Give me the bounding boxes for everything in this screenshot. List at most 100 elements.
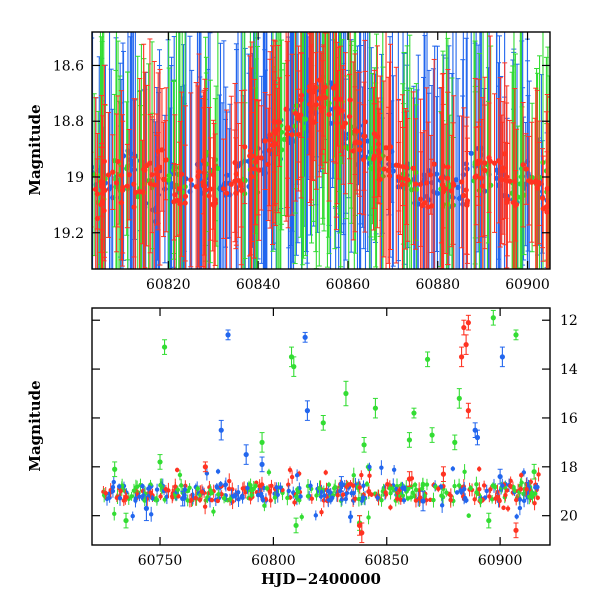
data-point xyxy=(284,124,291,130)
band-point xyxy=(472,497,477,502)
band-point xyxy=(121,498,127,503)
band-point xyxy=(488,487,493,492)
x-axis-label: HJD−2400000 xyxy=(261,570,381,588)
band-point xyxy=(117,496,123,501)
band-point xyxy=(431,497,436,503)
band-point xyxy=(340,492,346,497)
band-point xyxy=(221,496,227,501)
data-point xyxy=(302,116,309,122)
band-point xyxy=(489,497,495,502)
band-point xyxy=(314,493,319,498)
data-point xyxy=(473,173,479,179)
data-point xyxy=(434,171,440,177)
data-point xyxy=(463,187,469,193)
band-point xyxy=(148,512,154,517)
band-point xyxy=(356,496,362,502)
band-point xyxy=(147,485,152,490)
data-point xyxy=(113,180,120,186)
data-point xyxy=(482,167,488,173)
band-point xyxy=(309,496,315,501)
data-point xyxy=(440,471,447,477)
data-point xyxy=(179,189,185,195)
band-point xyxy=(501,505,506,510)
band-point xyxy=(215,469,221,474)
x-tick-label: 60850 xyxy=(364,553,409,569)
data-point xyxy=(410,165,416,171)
band-point xyxy=(527,494,532,499)
band-point xyxy=(412,482,418,487)
band-point xyxy=(208,487,213,493)
band-point xyxy=(226,486,232,492)
data-point xyxy=(536,179,542,185)
data-point xyxy=(176,186,183,192)
band-point xyxy=(518,486,524,492)
band-point xyxy=(490,483,496,488)
band-point xyxy=(322,493,327,498)
data-point xyxy=(224,190,230,196)
y-tick-label: 14 xyxy=(560,362,578,378)
band-point xyxy=(524,487,529,492)
data-point xyxy=(112,466,118,472)
band-point xyxy=(233,493,238,499)
band-point xyxy=(199,489,205,495)
band-point xyxy=(298,494,303,499)
data-point xyxy=(497,473,503,480)
data-point xyxy=(259,439,265,445)
data-point xyxy=(279,147,285,153)
band-point xyxy=(500,483,505,488)
band-point xyxy=(424,482,430,487)
band-point xyxy=(175,487,181,492)
data-point xyxy=(271,119,277,125)
data-point xyxy=(313,102,319,108)
y-tick-label: 18 xyxy=(560,460,578,476)
band-point xyxy=(519,480,524,485)
data-point xyxy=(228,181,234,187)
data-point xyxy=(372,405,379,411)
band-point xyxy=(245,485,250,491)
band-point xyxy=(456,483,462,488)
data-point xyxy=(464,202,470,208)
band-point xyxy=(452,483,457,489)
data-point xyxy=(550,174,555,179)
data-point xyxy=(551,190,556,195)
band-point xyxy=(262,503,267,508)
data-point xyxy=(377,156,383,162)
band-point xyxy=(204,471,210,476)
band-point xyxy=(353,496,358,501)
band-point xyxy=(182,487,188,492)
band-point xyxy=(240,495,245,500)
band-point xyxy=(532,501,537,506)
data-point xyxy=(342,120,349,126)
data-point xyxy=(374,134,380,140)
data-point xyxy=(383,145,389,151)
data-point xyxy=(238,181,244,187)
data-point xyxy=(420,498,426,504)
data-point xyxy=(101,158,107,164)
data-point xyxy=(413,181,419,187)
band-point xyxy=(532,491,538,496)
band-point xyxy=(413,487,419,493)
data-point xyxy=(133,189,139,195)
data-point xyxy=(413,186,419,192)
data-point xyxy=(461,324,467,331)
band-point xyxy=(517,497,523,502)
data-point xyxy=(513,332,519,338)
band-point xyxy=(367,464,372,470)
data-point xyxy=(531,469,537,475)
data-point xyxy=(147,181,153,187)
data-point xyxy=(188,177,194,183)
data-point xyxy=(453,177,459,183)
data-point xyxy=(368,166,374,172)
data-point xyxy=(218,427,224,433)
bottom-panel-ticks: 60750 60800 60850 60900 12 14 16 18 20 xyxy=(92,308,578,569)
band-point xyxy=(364,481,370,487)
bottom-panel-marks xyxy=(101,309,541,544)
band-point xyxy=(150,496,155,501)
band-point xyxy=(323,470,328,475)
band-point xyxy=(439,493,444,498)
data-point xyxy=(456,395,462,402)
data-point xyxy=(193,184,199,190)
band-point xyxy=(185,498,190,503)
band-point xyxy=(505,506,511,511)
data-point xyxy=(474,434,481,441)
